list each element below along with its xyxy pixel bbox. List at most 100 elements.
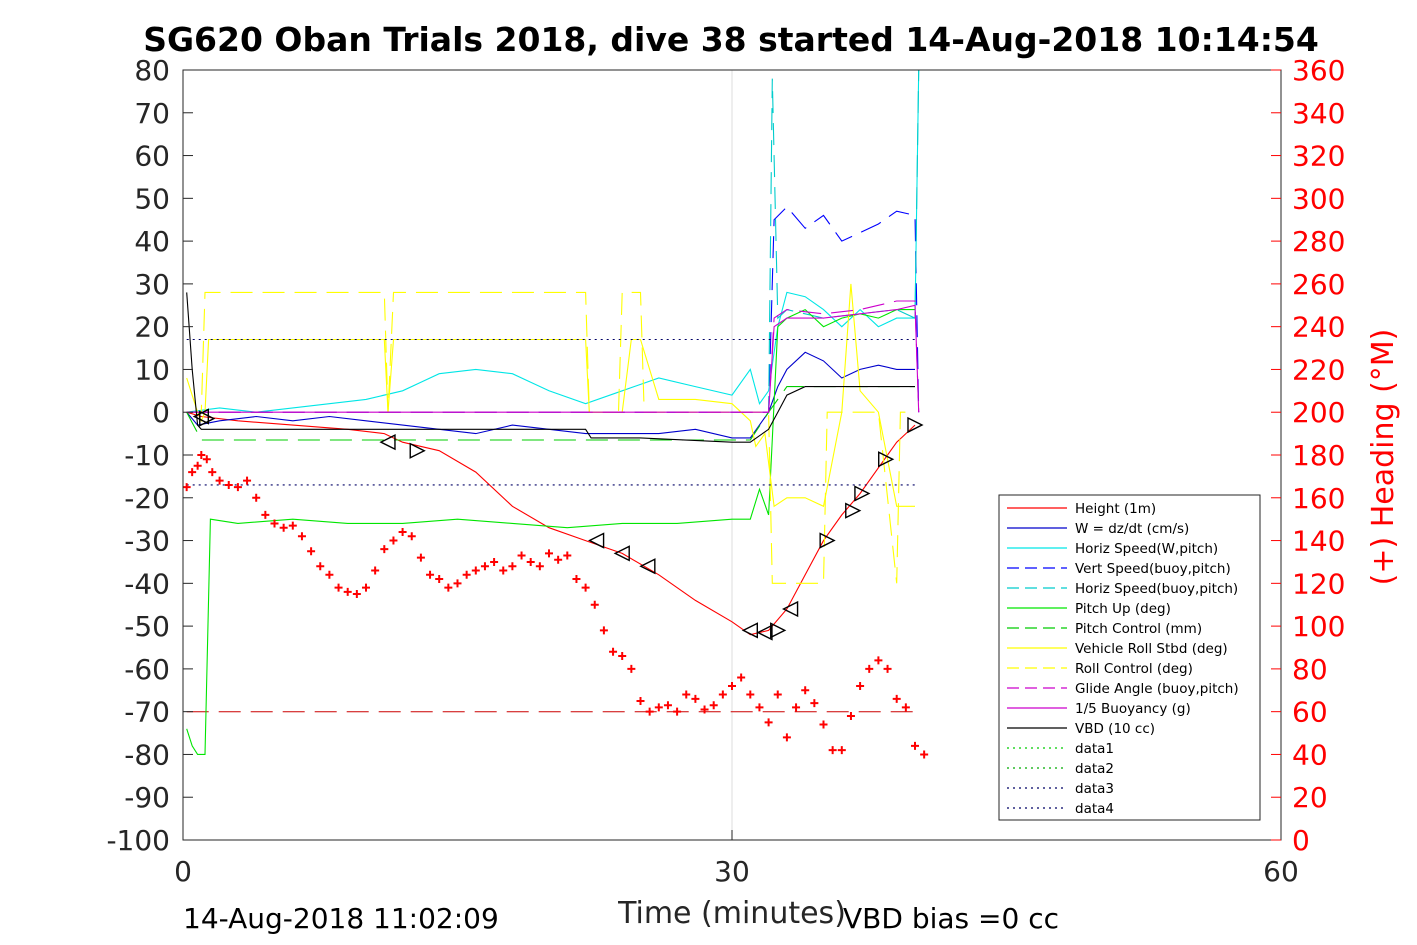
heading-point	[535, 562, 544, 571]
triangle-marker	[639, 558, 656, 575]
heading-point	[700, 705, 709, 714]
y-right-tick-label: 220	[1292, 353, 1345, 386]
series-line-3	[186, 206, 920, 413]
legend-label: 1/5 Buoyancy (g)	[1075, 701, 1191, 717]
legend-label: Horiz Speed(W,pitch)	[1075, 541, 1218, 557]
y-left-tick-label: 40	[134, 225, 170, 258]
heading-point	[526, 557, 535, 566]
legend-label: data4	[1075, 801, 1114, 817]
heading-point	[334, 583, 343, 592]
heading-point	[297, 532, 306, 541]
heading-point	[673, 707, 682, 716]
heading-point	[874, 656, 883, 665]
heading-point	[737, 673, 746, 682]
heading-point	[618, 652, 627, 661]
legend-label: W = dz/dt (cm/s)	[1075, 521, 1189, 537]
legend-label: Horiz Speed(buoy,pitch)	[1075, 581, 1238, 597]
y-left-tick-label: 70	[134, 97, 170, 130]
y-right-tick-label: 120	[1292, 567, 1345, 600]
legend-label: Glide Angle (buoy,pitch)	[1075, 681, 1239, 697]
x-tick-label: 30	[714, 855, 750, 888]
y-left-tick-label: 0	[152, 396, 170, 429]
y-right-tick-label: 320	[1292, 140, 1345, 173]
heading-point	[609, 647, 618, 656]
y-left-tick-label: 30	[134, 268, 170, 301]
heading-point	[307, 547, 316, 556]
y-right-tick-label: 280	[1292, 225, 1345, 258]
legend-box	[998, 494, 1261, 821]
heading-point	[352, 590, 361, 599]
heading-point	[261, 510, 270, 519]
y-left-tick-label: -90	[124, 781, 170, 814]
heading-point	[572, 575, 581, 584]
heading-point	[380, 545, 389, 554]
triangle-marker	[819, 532, 836, 549]
triangle-marker	[588, 532, 605, 549]
heading-point	[398, 528, 407, 536]
y-left-tick-label: 20	[134, 311, 170, 344]
y-left-tick-label: 10	[134, 353, 170, 386]
heading-point	[554, 555, 563, 564]
y-left-tick-label: -60	[124, 653, 170, 686]
heading-point	[545, 549, 553, 558]
heading-point	[636, 696, 645, 705]
heading-point	[627, 664, 636, 673]
legend: Height (1m) W = dz/dt (cm/s) Horiz Speed(W…	[998, 494, 1261, 821]
y-left-tick-label: -50	[124, 610, 170, 643]
triangle-marker	[741, 622, 758, 639]
y-right-tick-label: 160	[1292, 482, 1345, 515]
tick-layer: 0 30 6080706050403020100-10-20-30-40-50-60…	[106, 54, 1345, 888]
series-line-0	[186, 411, 916, 636]
y-right-tick-label: 360	[1292, 54, 1345, 87]
y-right-tick-label: 100	[1292, 610, 1345, 643]
heading-point	[645, 707, 654, 716]
y-right-tick-label: 60	[1292, 696, 1328, 729]
triangle-marker	[854, 485, 871, 502]
y-left-tick-label: -10	[124, 439, 170, 472]
heading-point	[188, 468, 197, 477]
legend-label: Pitch Up (deg)	[1075, 601, 1171, 617]
legend-label: data1	[1075, 741, 1114, 757]
heading-point	[224, 480, 233, 489]
heading-point	[407, 532, 416, 541]
y-right-tick-label: 140	[1292, 525, 1345, 558]
heading-point	[810, 699, 819, 708]
heading-point	[362, 583, 370, 592]
heading-point	[782, 733, 791, 742]
heading-point	[718, 690, 727, 699]
x-axis-label: Time (minutes)	[617, 896, 846, 931]
heading-point	[865, 664, 874, 673]
legend-label: Height (1m)	[1075, 501, 1156, 517]
triangle-marker	[199, 410, 216, 427]
heading-point	[773, 690, 782, 699]
legend-label: VBD (10 cc)	[1075, 721, 1155, 737]
y-left-tick-label: 80	[134, 54, 170, 87]
y-right-tick-label: 240	[1292, 311, 1345, 344]
heading-point	[426, 570, 435, 579]
heading-point	[193, 461, 202, 470]
triangle-marker	[770, 622, 787, 639]
y-right-tick-label: 80	[1292, 653, 1328, 686]
y-left-tick-label: -100	[106, 824, 170, 857]
heading-point	[709, 701, 718, 710]
heading-point	[462, 570, 471, 579]
triangle-marker	[878, 451, 895, 468]
heading-point	[325, 570, 334, 579]
y-left-tick-label: 60	[134, 140, 170, 173]
heading-point	[444, 583, 453, 592]
triangle-marker	[845, 502, 862, 519]
heading-point	[837, 746, 846, 755]
heading-point	[243, 476, 252, 485]
heading-point	[682, 690, 691, 699]
heading-point	[435, 575, 444, 584]
y-left-tick-label: -20	[124, 482, 170, 515]
heading-point	[801, 686, 810, 695]
y-right-tick-label: 20	[1292, 781, 1328, 814]
y-right-tick-label: 0	[1292, 824, 1310, 857]
heading-point	[892, 694, 901, 703]
heading-point	[746, 690, 755, 699]
heading-point	[901, 703, 910, 712]
triangle-marker	[379, 434, 396, 451]
heading-point	[846, 711, 855, 720]
